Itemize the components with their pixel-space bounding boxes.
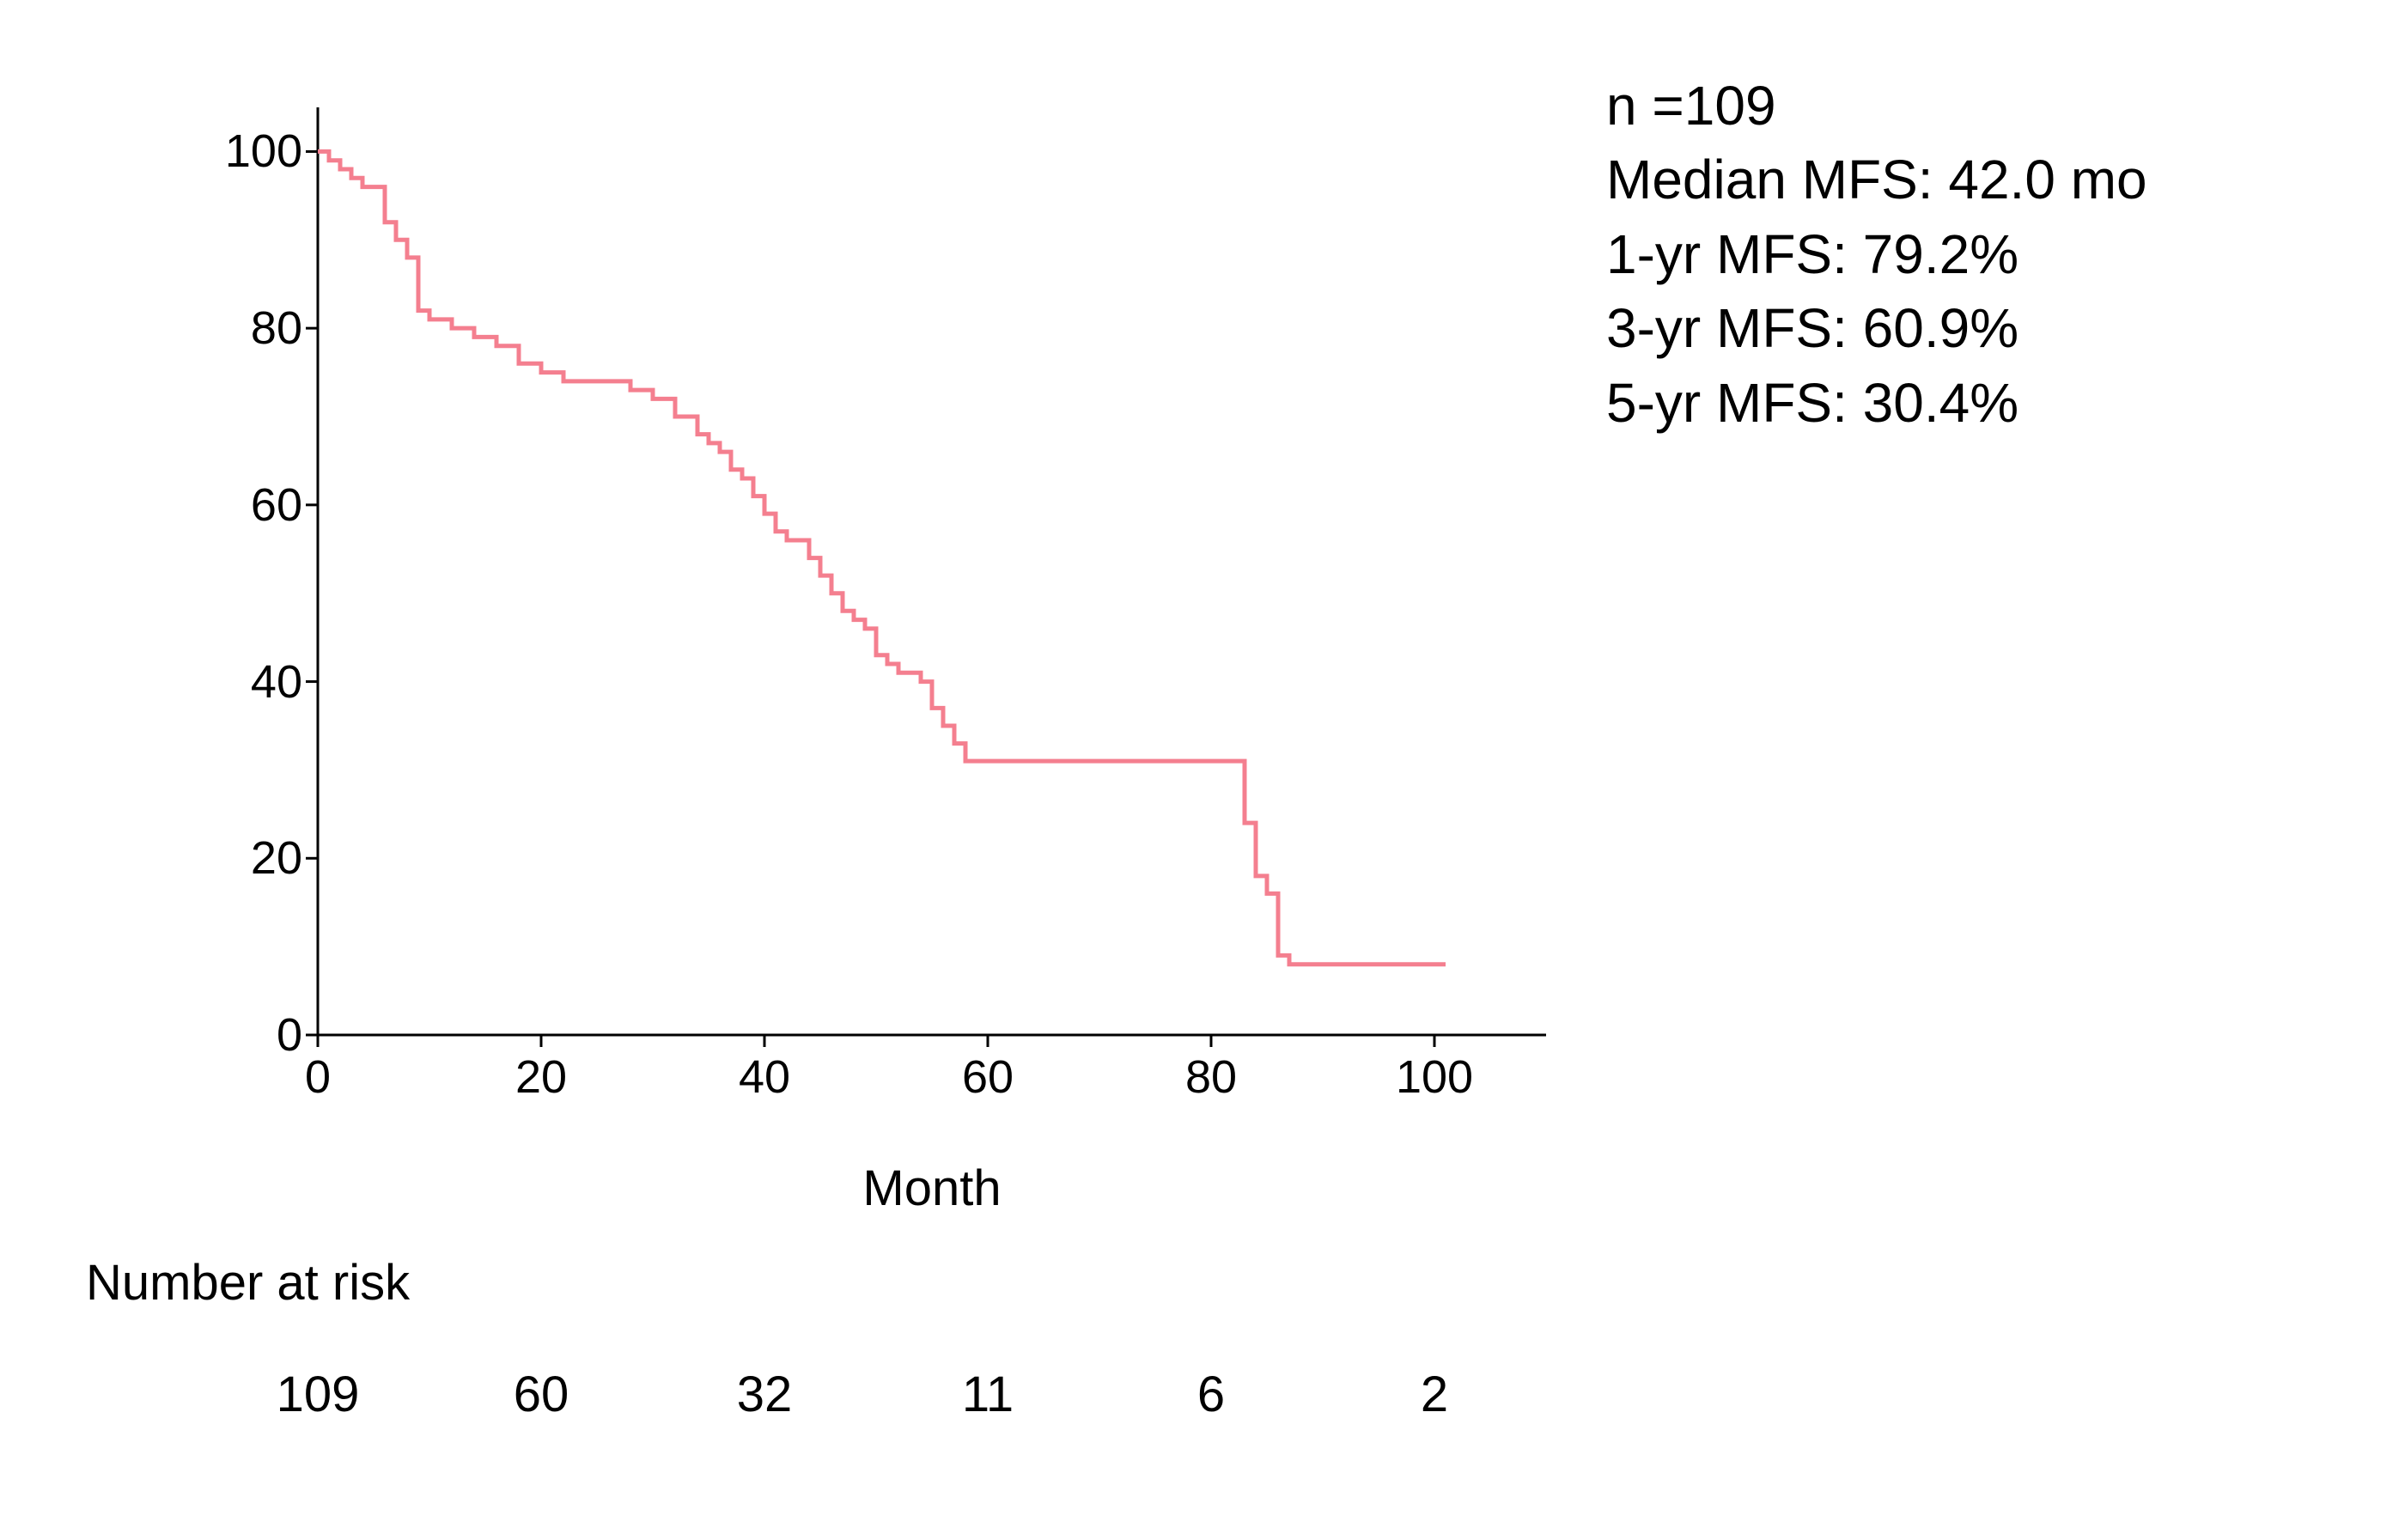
stat-n: n =109 [1606, 69, 2147, 143]
x-tick-label: 80 [1185, 1035, 1237, 1104]
plot-area: 020406080100020406080100 [318, 107, 1546, 1035]
risk-value: 6 [1197, 1366, 1225, 1423]
x-tick-label: 40 [739, 1035, 790, 1104]
y-tick-label: 20 [215, 831, 318, 885]
x-tick-label: 100 [1396, 1035, 1473, 1104]
y-tick-label: 40 [215, 655, 318, 709]
stat-5yr: 5-yr MFS: 30.4% [1606, 366, 2147, 440]
x-tick-label: 60 [962, 1035, 1014, 1104]
risk-value: 2 [1421, 1366, 1448, 1423]
km-figure: Distant metastatic-free survival rate (%… [34, 34, 2399, 1506]
y-tick-label: 80 [215, 301, 318, 355]
km-svg [318, 107, 1546, 1035]
stat-3yr: 3-yr MFS: 60.9% [1606, 291, 2147, 365]
number-at-risk-label: Number at risk [86, 1254, 410, 1312]
x-tick-label: 0 [305, 1035, 331, 1104]
y-tick-label: 60 [215, 478, 318, 532]
risk-value: 32 [737, 1366, 793, 1423]
risk-value: 11 [962, 1366, 1014, 1423]
risk-value: 60 [514, 1366, 569, 1423]
risk-value: 109 [277, 1366, 360, 1423]
stat-median: Median MFS: 42.0 mo [1606, 143, 2147, 216]
number-at-risk-row: 10960321162 [318, 1366, 1546, 1426]
stats-box: n =109 Median MFS: 42.0 mo 1-yr MFS: 79.… [1606, 69, 2147, 440]
x-tick-label: 20 [515, 1035, 567, 1104]
x-axis-label: Month [318, 1160, 1546, 1217]
stat-1yr: 1-yr MFS: 79.2% [1606, 217, 2147, 291]
y-tick-label: 0 [215, 1008, 318, 1062]
y-tick-label: 100 [215, 125, 318, 178]
